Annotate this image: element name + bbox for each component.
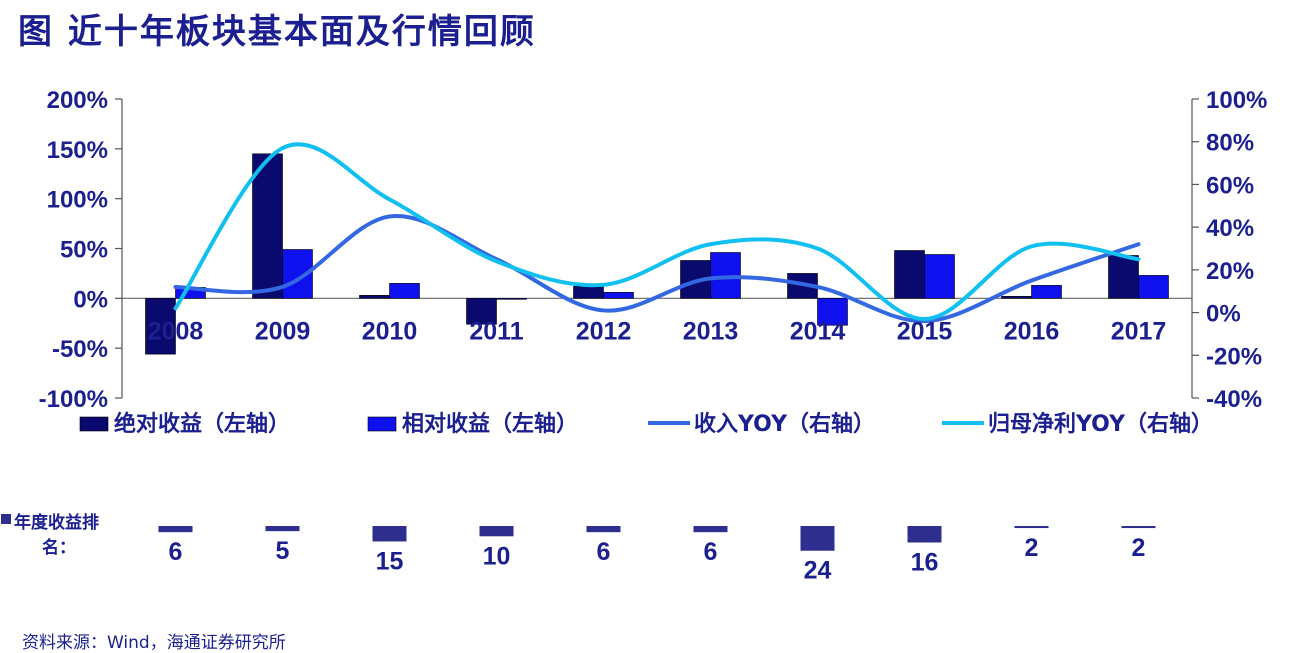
rank-value: 5 bbox=[276, 537, 290, 565]
category-label: 2009 bbox=[255, 317, 311, 345]
category-labels: 2008 2009 2010 2011 2012 2013 2014 2015 2016 2017 bbox=[148, 317, 1167, 345]
bar-relative bbox=[817, 298, 848, 326]
right-axis-tick-label: 0% bbox=[1206, 301, 1241, 328]
line-revenue-yoy bbox=[173, 214, 1141, 324]
legend-swatch bbox=[367, 416, 397, 432]
legend-label: 绝对收益（左轴） bbox=[114, 411, 290, 437]
axes: -100% -50% 0% 50% 100% 150% 200% -40% -20% 0% 20% 4… bbox=[39, 87, 1268, 413]
bar-relative bbox=[496, 298, 527, 300]
category-label: 2013 bbox=[683, 317, 739, 345]
bar-absolute bbox=[573, 286, 604, 299]
bar-absolute bbox=[145, 298, 176, 355]
legend: 绝对收益（左轴） 相对收益（左轴） 收入YOY（右轴） 归母净利YOY（右轴） bbox=[79, 411, 1213, 437]
chart-title: 图 近十年板块基本面及行情回顾 bbox=[18, 12, 536, 52]
rank-bar bbox=[693, 526, 728, 533]
rank-value: 6 bbox=[169, 538, 183, 566]
right-axis-tick-label: 100% bbox=[1206, 87, 1267, 114]
category-label: 2015 bbox=[897, 317, 953, 345]
rank-value: 6 bbox=[704, 538, 718, 566]
legend-label: 归母净利YOY（右轴） bbox=[988, 411, 1213, 437]
bar-absolute bbox=[252, 153, 283, 299]
legend-swatch bbox=[79, 416, 109, 432]
left-axis-tick-label: 100% bbox=[47, 187, 108, 214]
category-label: 2014 bbox=[790, 317, 846, 345]
category-label: 2011 bbox=[469, 317, 523, 345]
right-axis-tick-label: 20% bbox=[1206, 258, 1254, 285]
rank-value: 2 bbox=[1025, 534, 1039, 562]
left-axis-tick-label: -100% bbox=[39, 386, 108, 413]
rank-bar bbox=[479, 526, 514, 537]
category-label: 2016 bbox=[1004, 317, 1060, 345]
bar-absolute bbox=[894, 250, 925, 299]
category-label: 2012 bbox=[576, 317, 632, 345]
bar-relative bbox=[1031, 285, 1062, 299]
bar-absolute bbox=[359, 295, 390, 299]
rank-bar bbox=[907, 526, 942, 543]
rank-legend-swatch bbox=[1, 514, 11, 524]
rank-bar bbox=[800, 526, 835, 551]
rank-value: 15 bbox=[376, 547, 404, 575]
category-label: 2008 bbox=[148, 317, 204, 345]
source-note: 资料来源：Wind，海通证券研究所 bbox=[22, 633, 286, 653]
bar-absolute bbox=[1108, 255, 1139, 299]
rank-bar bbox=[158, 526, 193, 533]
left-axis-tick-label: 200% bbox=[47, 87, 108, 114]
bar-relative bbox=[924, 254, 955, 299]
rank-value: 24 bbox=[804, 557, 832, 585]
left-axis-tick-label: 50% bbox=[60, 237, 108, 264]
rank-bar bbox=[1121, 526, 1156, 529]
right-axis-tick-label: -40% bbox=[1206, 386, 1262, 413]
right-axis-tick-label: 80% bbox=[1206, 130, 1254, 157]
rank-value: 16 bbox=[911, 548, 939, 576]
rank-value: 10 bbox=[483, 542, 511, 570]
right-axis-tick-label: 60% bbox=[1206, 172, 1254, 199]
right-axis-tick-label: -20% bbox=[1206, 343, 1262, 370]
bar-relative bbox=[603, 292, 634, 299]
lines bbox=[173, 142, 1141, 324]
rank-label: 名： bbox=[42, 537, 76, 558]
rank-value: 6 bbox=[597, 538, 611, 566]
bar-relative bbox=[389, 283, 420, 299]
category-label: 2010 bbox=[362, 317, 418, 345]
legend-label: 收入YOY（右轴） bbox=[694, 411, 875, 437]
legend-label: 相对收益（左轴） bbox=[402, 411, 578, 437]
left-axis-tick-label: 150% bbox=[47, 137, 108, 164]
left-axis-tick-label: -50% bbox=[52, 336, 108, 363]
rank-bar bbox=[372, 526, 407, 542]
category-label: 2017 bbox=[1111, 317, 1167, 345]
line-profit-yoy bbox=[173, 142, 1141, 321]
rank-bar bbox=[265, 526, 300, 532]
rank-label: 年度收益排 bbox=[14, 512, 99, 533]
rank-bar bbox=[586, 526, 621, 533]
left-axis-tick-label: 0% bbox=[73, 286, 108, 313]
rank-value: 2 bbox=[1132, 534, 1146, 562]
right-axis-tick-label: 40% bbox=[1206, 215, 1254, 242]
rank-bar bbox=[1014, 526, 1049, 529]
bar-absolute bbox=[466, 298, 497, 325]
bar-absolute bbox=[1001, 296, 1032, 299]
bar-relative bbox=[1138, 275, 1169, 299]
